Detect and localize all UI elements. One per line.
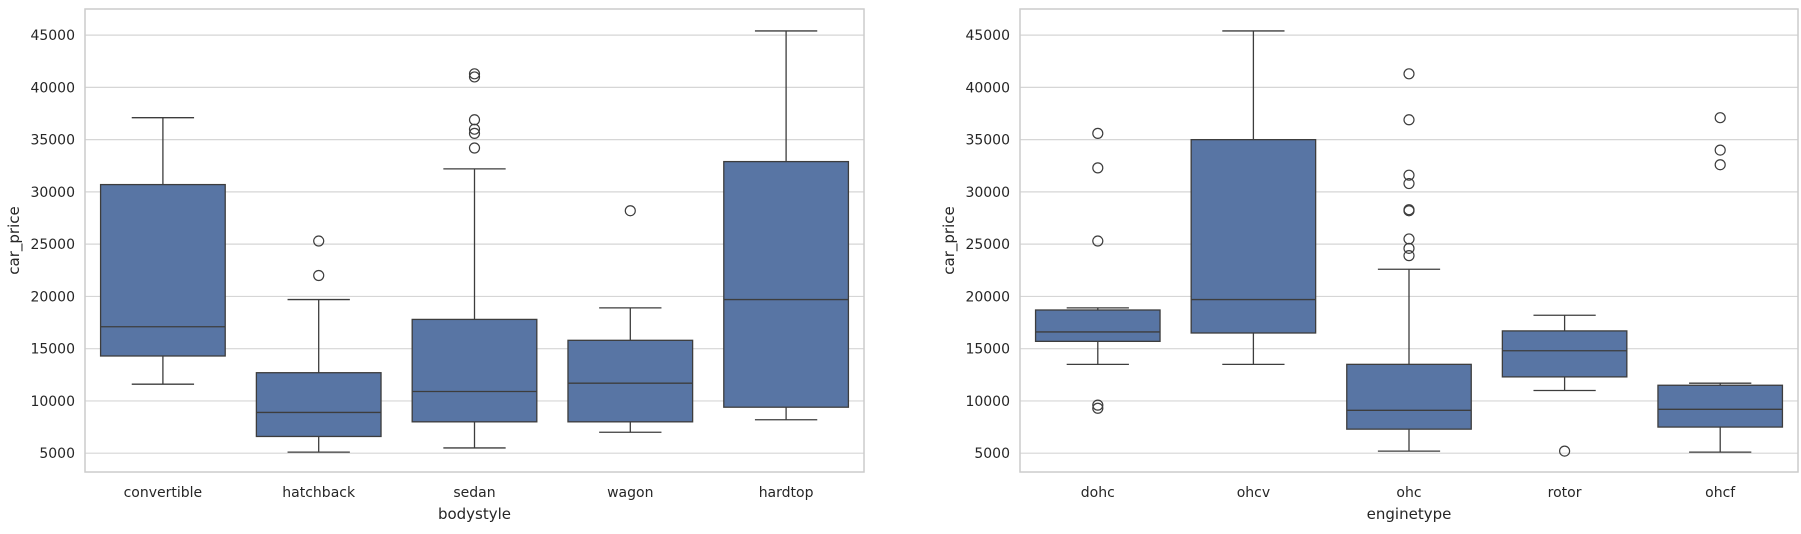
box-convertible [99, 117, 226, 385]
y-axis-label: car_price [940, 206, 959, 274]
box-iqr [411, 318, 538, 423]
x-tick-label: sedan [453, 485, 495, 501]
y-tick-label: 45000 [30, 28, 75, 44]
plot-frame [84, 8, 865, 473]
outlier-point [468, 127, 481, 139]
x-tick-label: dohc [1081, 485, 1115, 501]
outlier-point [1403, 233, 1415, 245]
y-tick-label: 30000 [965, 185, 1010, 201]
box-iqr [723, 160, 850, 408]
y-tick-label: 20000 [965, 289, 1010, 305]
plot-frame [1019, 8, 1799, 473]
x-tick-label: hatchback [282, 485, 356, 501]
y-tick-label: 40000 [30, 80, 75, 96]
outlier-point [468, 114, 481, 126]
box-iqr [99, 183, 226, 357]
outlier-point [1403, 114, 1415, 126]
outlier-point [1403, 250, 1415, 262]
y-tick-label: 45000 [965, 28, 1010, 44]
y-tick-label: 15000 [965, 342, 1010, 358]
x-tick-label: ohc [1396, 485, 1421, 501]
y-tick-label: 5000 [974, 446, 1010, 462]
y-tick-label: 25000 [30, 237, 75, 253]
y-tick-label: 10000 [30, 394, 75, 410]
outlier-point [1092, 127, 1104, 139]
box-iqr [1346, 363, 1472, 430]
box-ohc [1346, 68, 1472, 452]
y-tick-label: 15000 [30, 342, 75, 358]
box-ohcf [1657, 112, 1784, 453]
x-tick-label: wagon [607, 485, 653, 501]
chart-panel-1: 5000 10000 15000 20000 25000 30000 35000 40000 4… [5, 8, 865, 523]
box-iqr [1034, 309, 1161, 343]
x-axis-label: enginetype [1367, 505, 1452, 523]
box-hatchback [255, 235, 382, 453]
y-tick-label: 25000 [965, 237, 1010, 253]
outlier-point [624, 205, 636, 217]
y-tick-label: 30000 [30, 185, 75, 201]
box-iqr [1657, 384, 1784, 428]
outlier-point [1092, 399, 1104, 411]
outlier-point [1092, 235, 1104, 247]
outlier-point [1714, 112, 1726, 124]
y-axis-label: car_price [5, 206, 24, 274]
box-hardtop [723, 30, 850, 421]
outlier-point [1092, 402, 1104, 414]
box-iqr [1190, 138, 1317, 334]
box-dohc [1034, 127, 1161, 414]
box-rotor [1501, 314, 1628, 457]
outlier-point [1714, 144, 1726, 156]
outlier-point [1403, 177, 1415, 190]
x-tick-label: hardtop [759, 485, 814, 501]
outlier-point [1403, 68, 1415, 80]
outlier-point [1403, 204, 1415, 216]
outlier-point [468, 142, 481, 154]
outlier-point [468, 71, 481, 83]
y-tick-label: 20000 [30, 289, 75, 305]
box-wagon [567, 205, 694, 433]
x-tick-label: ohcv [1237, 485, 1270, 501]
outlier-point [468, 68, 481, 80]
y-tick-label: 5000 [39, 446, 75, 462]
x-tick-label: convertible [124, 485, 203, 501]
outlier-point [313, 269, 325, 282]
outlier-point [1558, 445, 1571, 457]
box-iqr [255, 372, 382, 438]
outlier-point [1403, 169, 1415, 181]
box-iqr [567, 339, 694, 423]
outlier-point [313, 235, 325, 247]
y-tick-label: 40000 [965, 80, 1010, 96]
x-tick-label: ohcf [1705, 485, 1736, 501]
x-axis-label: bodystyle [438, 505, 511, 523]
box-iqr [1501, 330, 1628, 378]
box-sedan [411, 68, 538, 449]
y-tick-label: 35000 [965, 133, 1010, 149]
outlier-point [1714, 159, 1726, 171]
x-tick-label: rotor [1548, 485, 1582, 501]
y-tick-label: 35000 [30, 133, 75, 149]
chart-panel-2: 5000 10000 15000 20000 25000 30000 35000 40000 4… [940, 8, 1799, 523]
y-tick-label: 10000 [965, 394, 1010, 410]
outlier-point [1403, 242, 1415, 254]
outlier-point [1092, 162, 1104, 174]
box-ohcv [1190, 30, 1317, 365]
